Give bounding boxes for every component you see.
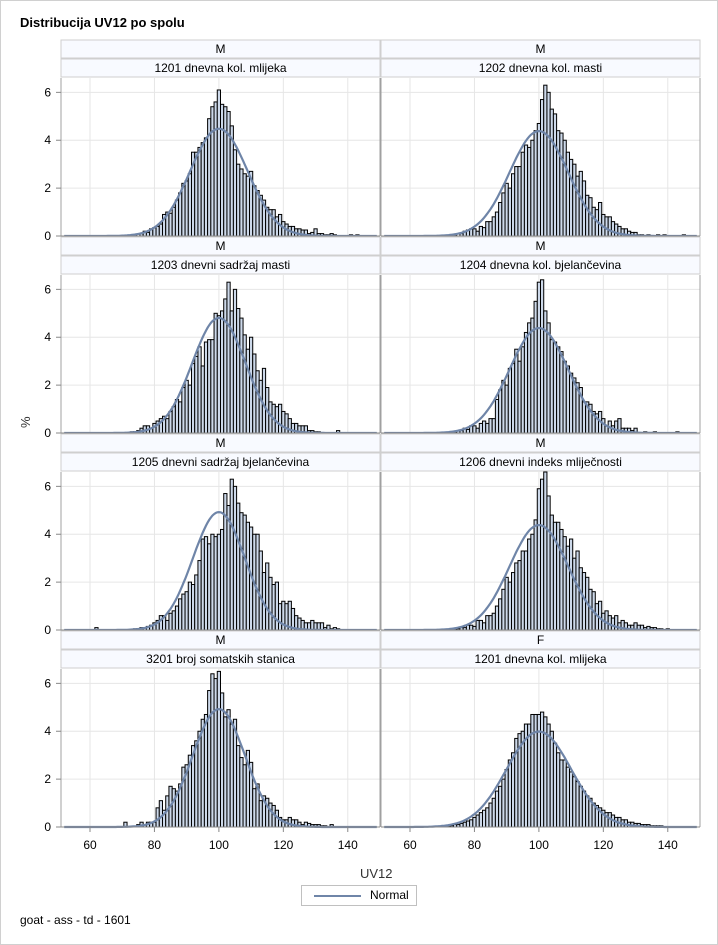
y-tick-label: 4	[44, 330, 51, 344]
strip-trait-label: 1205 dnevni sadržaj bjelančevina	[132, 455, 310, 469]
x-tick-label: 80	[148, 838, 162, 852]
strip-sex-label: M	[216, 633, 226, 647]
strip-trait	[380, 255, 701, 275]
y-tick-label: 6	[44, 676, 51, 690]
y-tick-label: 6	[44, 282, 51, 296]
strip-sex	[60, 630, 381, 650]
strip-sex-label: M	[536, 436, 546, 450]
strip-trait-label: 1203 dnevni sadržaj masti	[151, 258, 290, 272]
y-tick-label: 4	[44, 724, 51, 738]
strip-sex	[60, 236, 381, 256]
y-tick-label: 6	[44, 479, 51, 493]
strip-sex-label: M	[216, 436, 226, 450]
strip-trait	[380, 649, 701, 669]
x-tick-label: 140	[338, 838, 358, 852]
strip-trait-label: 1206 dnevni indeks mliječnosti	[459, 455, 622, 469]
strip-sex	[60, 433, 381, 453]
y-tick-label: 0	[44, 623, 51, 637]
x-tick-label: 120	[593, 838, 613, 852]
strip-sex-label: M	[536, 42, 546, 56]
strip-trait	[380, 452, 701, 472]
x-tick-label: 140	[658, 838, 678, 852]
strip-trait-label: 1202 dnevna kol. masti	[479, 61, 602, 75]
strip-sex-label: M	[536, 239, 546, 253]
strip-trait-label: 3201 broj somatskih stanica	[146, 652, 295, 666]
strip-trait-label: 1201 dnevna kol. mlijeka	[154, 61, 286, 75]
strip-sex	[380, 433, 701, 453]
strip-sex	[380, 630, 701, 650]
x-tick-label: 60	[403, 838, 417, 852]
strip-trait-label: 1204 dnevna kol. bjelančevina	[460, 258, 622, 272]
y-tick-label: 2	[44, 575, 51, 589]
legend: Normal	[301, 885, 417, 906]
x-axis-label: UV12	[360, 866, 393, 881]
y-tick-label: 0	[44, 229, 51, 243]
y-tick-label: 2	[44, 181, 51, 195]
strip-trait	[60, 452, 381, 472]
y-tick-label: 0	[44, 820, 51, 834]
strip-trait	[380, 58, 701, 78]
x-tick-label: 100	[529, 838, 549, 852]
x-tick-label: 60	[83, 838, 97, 852]
chart-title: Distribucija UV12 po spolu	[20, 15, 185, 30]
strip-trait-label: 1201 dnevna kol. mlijeka	[474, 652, 606, 666]
strip-sex-label: F	[537, 633, 544, 647]
strip-sex-label: M	[216, 42, 226, 56]
y-tick-label: 4	[44, 527, 51, 541]
x-tick-label: 120	[273, 838, 293, 852]
strip-trait	[60, 649, 381, 669]
strip-trait	[60, 255, 381, 275]
y-tick-label: 2	[44, 378, 51, 392]
y-tick-label: 2	[44, 772, 51, 786]
x-tick-label: 80	[468, 838, 482, 852]
y-tick-label: 0	[44, 426, 51, 440]
y-axis-label: %	[18, 416, 33, 428]
legend-normal-label: Normal	[370, 888, 409, 902]
strip-trait	[60, 58, 381, 78]
x-tick-label: 100	[209, 838, 229, 852]
y-tick-label: 6	[44, 85, 51, 99]
strip-sex	[380, 236, 701, 256]
y-tick-label: 4	[44, 133, 51, 147]
footnote: goat - ass - td - 1601	[20, 913, 131, 927]
strip-sex-label: M	[216, 239, 226, 253]
legend-normal-swatch	[314, 895, 361, 897]
